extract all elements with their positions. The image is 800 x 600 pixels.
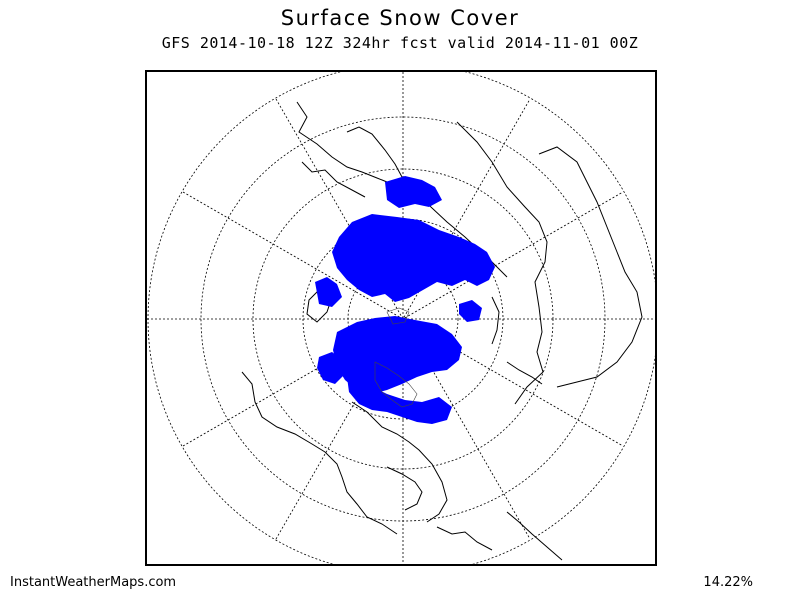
coast-north-america-east — [351, 401, 448, 523]
snow-scandinavia — [315, 277, 342, 307]
snow-canada-alaska — [333, 316, 462, 394]
hudson-bay-outline — [374, 361, 418, 408]
coast-mediterranean — [301, 161, 366, 198]
snow-canada-east — [347, 377, 452, 424]
coast-caribbean — [436, 526, 493, 551]
map-title: Surface Snow Cover — [280, 6, 520, 30]
graticule — [147, 72, 655, 564]
coast-north-america-west — [241, 371, 398, 535]
meridian-diag-4 — [275, 98, 531, 540]
snow-alaska-west — [317, 352, 345, 384]
coast-japan — [491, 296, 500, 345]
map-subtitle: GFS 2014-10-18 12Z 324hr fcst valid 2014… — [161, 34, 639, 52]
meridian-diag-3 — [275, 98, 531, 540]
meridian-diag-1 — [182, 191, 624, 447]
snow-north-asia — [385, 176, 442, 208]
coast-south-america — [506, 511, 563, 561]
arctic-islands-outline — [386, 307, 410, 325]
footer-source: InstantWeatherMaps.com — [10, 575, 177, 590]
polar-map — [147, 72, 655, 564]
coast-scandinavia — [346, 126, 403, 178]
snow-siberia — [332, 214, 495, 302]
meridian-diag-2 — [182, 191, 624, 447]
coast-aleutians — [506, 361, 543, 385]
map-frame — [145, 70, 657, 566]
coast-africa-east — [538, 146, 643, 388]
footer-coverage-percent: 14.22% — [703, 575, 753, 590]
coast-asia-east — [456, 121, 548, 405]
snow-tibet — [459, 300, 482, 322]
snow-interior-coastlines — [374, 307, 418, 408]
snow-cover — [315, 176, 495, 424]
snow-north-europe — [369, 250, 397, 270]
coast-gulf-mexico — [386, 466, 423, 511]
